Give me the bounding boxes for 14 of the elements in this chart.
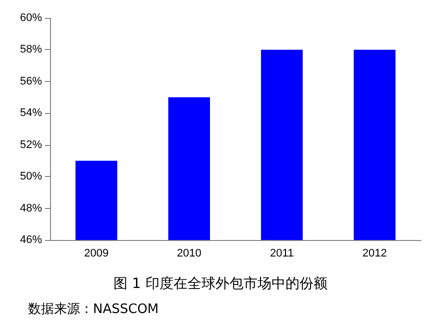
x-tick-label: 2010 bbox=[176, 248, 202, 260]
y-tick-label: 52% bbox=[20, 138, 42, 151]
y-tick-label: 54% bbox=[20, 107, 42, 120]
x-tick-label: 2012 bbox=[362, 248, 387, 260]
y-tick-label: 60% bbox=[20, 12, 42, 24]
y-tick-label: 56% bbox=[20, 75, 42, 88]
y-tick-label: 58% bbox=[20, 44, 42, 56]
y-tick-label: 50% bbox=[20, 170, 42, 183]
y-tick-label: 48% bbox=[20, 202, 42, 214]
y-tick-label: 46% bbox=[20, 234, 42, 246]
x-tick-label: 2009 bbox=[84, 248, 109, 260]
text: 图 1 印度在全球外包市场中的份额 bbox=[114, 276, 328, 292]
x-tick-label: 2011 bbox=[270, 248, 294, 260]
source-note: 数据来源：NASSCOM bbox=[28, 302, 159, 317]
